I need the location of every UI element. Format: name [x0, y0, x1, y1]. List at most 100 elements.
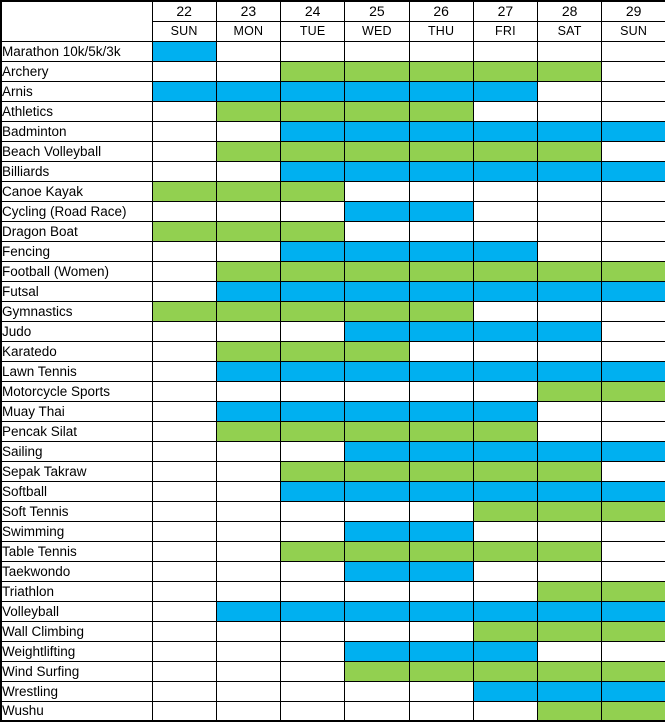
day-number-cell: 29: [601, 0, 665, 22]
sport-label: Cycling (Road Race): [0, 200, 153, 222]
scheduled-day-cell: [408, 360, 474, 382]
scheduled-day-cell: [215, 420, 282, 442]
table-row: Softball: [0, 480, 665, 502]
table-row: Football (Women): [0, 260, 665, 282]
table-row: Sepak Takraw: [0, 460, 665, 482]
scheduled-day-cell: [472, 60, 539, 82]
day-cell: [601, 180, 665, 202]
sport-label: Sailing: [0, 440, 153, 462]
scheduled-day-cell: [472, 400, 539, 422]
scheduled-day-cell: [408, 60, 474, 82]
scheduled-day-cell: [151, 80, 217, 102]
day-cell: [279, 620, 346, 642]
scheduled-day-cell: [536, 540, 603, 562]
day-cell: [279, 520, 346, 542]
day-cell: [344, 580, 410, 602]
scheduled-day-cell: [151, 300, 217, 322]
day-cell: [601, 300, 665, 322]
scheduled-day-cell: [408, 300, 474, 322]
day-cell: [151, 200, 217, 222]
scheduled-day-cell: [472, 280, 539, 302]
scheduled-day-cell: [408, 80, 474, 102]
day-cell: [151, 580, 217, 602]
scheduled-day-cell: [279, 400, 346, 422]
day-number-cell: 25: [344, 0, 410, 22]
day-number-cell: 23: [215, 0, 282, 22]
scheduled-day-cell: [536, 380, 603, 402]
day-cell: [536, 40, 603, 62]
scheduled-day-cell: [536, 700, 603, 722]
scheduled-day-cell: [472, 440, 539, 462]
day-cell: [151, 100, 217, 122]
day-cell: [151, 280, 217, 302]
day-cell: [215, 60, 282, 82]
scheduled-day-cell: [344, 420, 410, 442]
sport-label: Gymnastics: [0, 300, 153, 322]
sport-label: Triathlon: [0, 580, 153, 602]
day-cell: [279, 200, 346, 222]
day-cell: [215, 120, 282, 142]
scheduled-day-cell: [408, 400, 474, 422]
scheduled-day-cell: [472, 160, 539, 182]
day-name-cell: MON: [215, 20, 282, 42]
scheduled-day-cell: [536, 140, 603, 162]
scheduled-day-cell: [344, 280, 410, 302]
day-cell: [472, 100, 539, 122]
day-cell: [279, 440, 346, 462]
day-cell: [408, 180, 474, 202]
sport-label: Table Tennis: [0, 540, 153, 562]
day-cell: [151, 500, 217, 522]
day-cell: [151, 340, 217, 362]
sport-label: Sepak Takraw: [0, 460, 153, 482]
day-cell: [151, 480, 217, 502]
scheduled-day-cell: [601, 700, 665, 722]
scheduled-day-cell: [279, 600, 346, 622]
scheduled-day-cell: [344, 360, 410, 382]
table-row: Cycling (Road Race): [0, 200, 665, 222]
sport-label: Football (Women): [0, 260, 153, 282]
scheduled-day-cell: [151, 40, 217, 62]
sport-label: Archery: [0, 60, 153, 82]
sport-label: Taekwondo: [0, 560, 153, 582]
scheduled-day-cell: [408, 160, 474, 182]
scheduled-day-cell: [215, 300, 282, 322]
day-cell: [151, 680, 217, 702]
scheduled-day-cell: [408, 560, 474, 582]
day-cell: [344, 700, 410, 722]
day-cell: [601, 420, 665, 442]
scheduled-day-cell: [279, 340, 346, 362]
table-header: 22 23 24 25 26 27 28 29 SUN MON TUE WED THU FRI SAT SU…: [0, 0, 665, 42]
scheduled-day-cell: [536, 660, 603, 682]
day-cell: [215, 460, 282, 482]
scheduled-day-cell: [472, 420, 539, 442]
day-cell: [472, 300, 539, 322]
scheduled-day-cell: [279, 360, 346, 382]
table-row: Judo: [0, 320, 665, 342]
day-cell: [151, 640, 217, 662]
scheduled-day-cell: [215, 100, 282, 122]
scheduled-day-cell: [408, 100, 474, 122]
day-cell: [151, 520, 217, 542]
scheduled-day-cell: [408, 120, 474, 142]
day-cell: [151, 400, 217, 422]
scheduled-day-cell: [601, 620, 665, 642]
scheduled-day-cell: [279, 120, 346, 142]
table-row: Beach Volleyball: [0, 140, 665, 162]
scheduled-day-cell: [279, 180, 346, 202]
day-cell: [601, 340, 665, 362]
day-cell: [472, 220, 539, 242]
day-cell: [536, 340, 603, 362]
day-number-cell: 24: [279, 0, 346, 22]
day-cell: [151, 460, 217, 482]
scheduled-day-cell: [215, 180, 282, 202]
scheduled-day-cell: [472, 500, 539, 522]
scheduled-day-cell: [601, 680, 665, 702]
scheduled-day-cell: [215, 280, 282, 302]
scheduled-day-cell: [601, 440, 665, 462]
table-row: Gymnastics: [0, 300, 665, 322]
scheduled-day-cell: [408, 200, 474, 222]
day-cell: [601, 460, 665, 482]
table-row: Arnis: [0, 80, 665, 102]
scheduled-day-cell: [536, 320, 603, 342]
